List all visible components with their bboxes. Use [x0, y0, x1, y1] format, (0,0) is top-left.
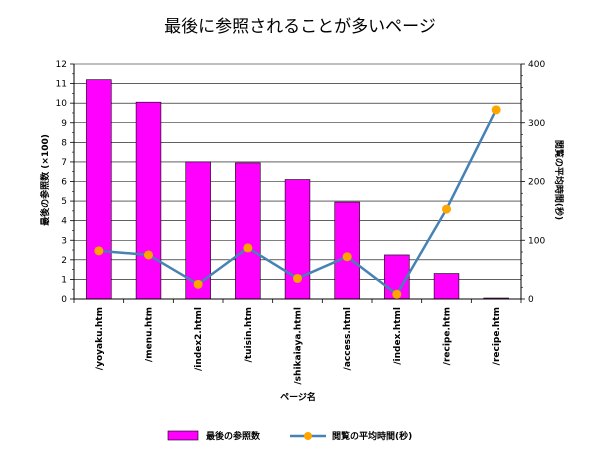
- line-marker: [491, 105, 501, 115]
- line-marker: [442, 204, 451, 214]
- legend: 最後の参照数 閲覧の平均時間(秒): [167, 430, 412, 442]
- y2-tick-label: 400: [528, 60, 545, 70]
- x-tick-label: /menu.htm: [145, 307, 155, 362]
- y-tick-label: 0: [61, 295, 67, 305]
- bar: [334, 201, 360, 300]
- legend-label-bar: 最後の参照数: [206, 430, 261, 442]
- bar: [185, 161, 211, 300]
- x-tick-label: /yoyaku.htm: [95, 307, 105, 370]
- y-tick-label: 7: [61, 158, 67, 168]
- y-tick-label: 8: [61, 138, 67, 148]
- y-tick-label: 2: [61, 256, 67, 266]
- x-tick-label: /shikaiaya.html: [294, 307, 304, 385]
- x-tick-label: /recipe.htm: [443, 307, 453, 365]
- y-tick-label: 11: [56, 80, 67, 90]
- line-marker: [293, 273, 302, 283]
- line-marker: [144, 250, 153, 260]
- y2-axis-title: 閲覧の平均時間(秒): [553, 140, 565, 220]
- bar: [135, 101, 162, 300]
- legend-label-line: 閲覧の平均時間(秒): [332, 430, 412, 442]
- bar: [433, 273, 460, 300]
- x-tick-label: /index2.html: [194, 307, 204, 371]
- line-marker: [392, 289, 402, 299]
- bar: [86, 79, 112, 300]
- y-axis-title: 最後の参照数 (×100): [39, 134, 51, 226]
- axes: [70, 63, 525, 303]
- y2-tick-label: 200: [528, 178, 545, 188]
- y-tick-label: 1: [61, 275, 67, 285]
- y-tick-label: 4: [61, 217, 67, 227]
- legend-swatch-marker: [304, 432, 312, 440]
- line-series: [94, 105, 501, 299]
- y-tick-label: 5: [61, 197, 67, 207]
- bar-series: [86, 79, 509, 300]
- x-axis-title: ページ名: [280, 391, 316, 403]
- y2-tick-label: 0: [528, 295, 534, 305]
- y-tick-label: 10: [56, 99, 68, 109]
- x-tick-label: /recipe.htm: [492, 307, 502, 365]
- x-tick-label: /index.html: [393, 307, 403, 365]
- bar: [235, 162, 261, 300]
- tick-labels: 01234567891011120100200300400/yoyaku.htm…: [56, 60, 546, 385]
- line-marker: [193, 279, 203, 289]
- line-marker: [342, 252, 352, 262]
- x-tick-label: /access.html: [343, 307, 353, 370]
- legend-swatch-bar: [167, 430, 199, 441]
- line-marker: [94, 246, 104, 256]
- y2-tick-label: 100: [528, 236, 545, 246]
- y-tick-label: 9: [61, 119, 67, 129]
- y-tick-label: 6: [61, 178, 67, 188]
- line-marker: [243, 243, 253, 253]
- y-tick-label: 12: [56, 60, 67, 70]
- y2-tick-label: 300: [528, 119, 545, 129]
- y-tick-label: 3: [61, 236, 67, 246]
- chart-title: 最後に参照されることが多いページ: [164, 17, 436, 37]
- x-tick-label: /tuisin.htm: [244, 307, 254, 362]
